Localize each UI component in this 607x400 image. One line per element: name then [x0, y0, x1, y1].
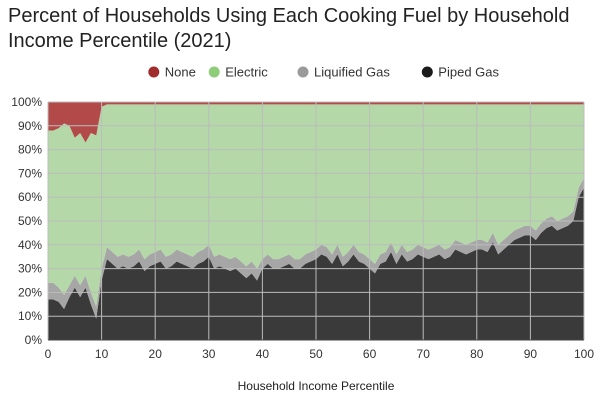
axes: 0% 10% 20% 30% 40% 50% 60% 70% 80% 90% 100% 0 10 20 30…: [11, 95, 594, 361]
y-tick-label: 0%: [25, 333, 43, 347]
legend-label-piped-gas: Piped Gas: [438, 65, 499, 80]
x-tick-label: 80: [470, 347, 484, 361]
legend-label-electric: Electric: [225, 65, 268, 80]
legend-marker-piped-gas: [421, 66, 433, 78]
x-tick-label: 20: [149, 347, 163, 361]
y-tick-label: 90%: [18, 119, 42, 133]
legend-label-liquified-gas: Liquified Gas: [314, 65, 390, 80]
y-tick-label: 50%: [18, 214, 42, 228]
legend-label-none: None: [165, 65, 196, 80]
y-tick-label: 60%: [18, 190, 42, 204]
x-tick-label: 30: [202, 347, 216, 361]
x-tick-label: 70: [417, 347, 431, 361]
x-tick-label: 40: [256, 347, 270, 361]
x-tick-label: 10: [95, 347, 109, 361]
chart-title: Percent of Households Using Each Cooking…: [8, 5, 570, 52]
y-tick-label: 100%: [11, 95, 42, 109]
legend: None Electric Liquified Gas Piped Gas: [148, 65, 500, 80]
gridlines: [47, 101, 585, 341]
x-tick-label: 50: [309, 347, 323, 361]
y-tick-label: 20%: [18, 285, 42, 299]
x-tick-label: 0: [45, 347, 52, 361]
x-axis-title: Household Income Percentile: [238, 379, 395, 393]
x-tick-label: 100: [574, 347, 594, 361]
legend-marker-electric: [208, 66, 220, 78]
y-tick-label: 10%: [18, 309, 42, 323]
legend-marker-liquified-gas: [297, 66, 309, 78]
y-tick-label: 40%: [18, 238, 42, 252]
y-tick-label: 80%: [18, 143, 42, 157]
y-tick-label: 30%: [18, 262, 42, 276]
x-tick-label: 60: [363, 347, 377, 361]
y-tick-label: 70%: [18, 166, 42, 180]
x-tick-label: 90: [524, 347, 538, 361]
legend-marker-none: [148, 66, 160, 78]
